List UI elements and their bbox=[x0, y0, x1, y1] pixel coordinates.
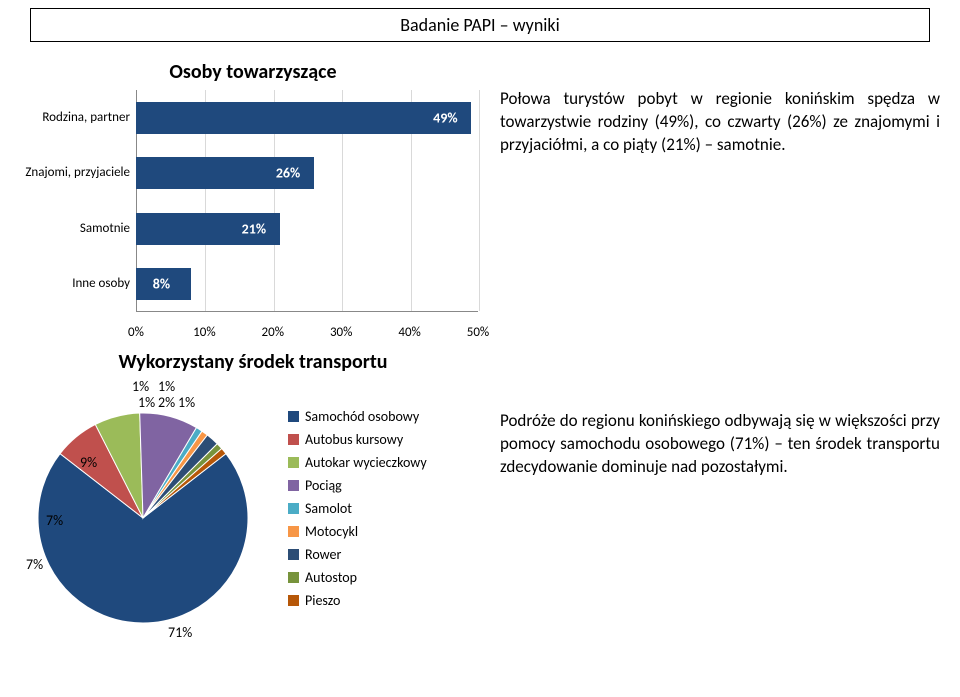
legend-item: Pociąg bbox=[288, 477, 427, 494]
legend-item: Autokar wycieczkowy bbox=[288, 454, 427, 471]
pie-value-label: 7% bbox=[26, 556, 43, 573]
pie-value-label: 1% bbox=[158, 378, 175, 395]
bar-category-label: Znajomi, przyjaciele bbox=[18, 166, 130, 180]
pie-value-label: 2% bbox=[158, 394, 175, 411]
pie-value-label: 9% bbox=[80, 454, 97, 471]
pie-value-label: 1% bbox=[138, 394, 155, 411]
pie-chart-plot: 1%1%1%2%1%9%7%7%71% bbox=[18, 378, 268, 648]
bar-xtick: 50% bbox=[467, 325, 489, 340]
pie-legend: Samochód osobowy Autobus kursowy Autokar w… bbox=[288, 408, 427, 615]
legend-label: Autobus kursowy bbox=[305, 431, 403, 448]
bar-row: Znajomi, przyjaciele 26% bbox=[18, 151, 488, 195]
legend-swatch bbox=[288, 411, 299, 422]
bar-chart-title: Osoby towarzyszące bbox=[18, 60, 488, 84]
legend-label: Rower bbox=[305, 546, 341, 563]
paragraph-1: Połowa turystów pobyt w regionie konińsk… bbox=[500, 88, 940, 157]
legend-label: Autostop bbox=[305, 569, 357, 586]
legend-swatch bbox=[288, 503, 299, 514]
bar-category-label: Rodzina, partner bbox=[18, 111, 130, 125]
legend-item: Autostop bbox=[288, 569, 427, 586]
paragraph-2: Podróże do regionu konińskiego odbywają … bbox=[500, 410, 940, 479]
page-title: Badanie PAPI – wyniki bbox=[400, 14, 559, 36]
legend-label: Samochód osobowy bbox=[305, 408, 419, 425]
pie-value-label: 1% bbox=[132, 378, 149, 395]
legend-item: Samochód osobowy bbox=[288, 408, 427, 425]
bar-category-label: Inne osoby bbox=[18, 277, 130, 291]
legend-swatch bbox=[288, 549, 299, 560]
bar-xtick: 30% bbox=[330, 325, 352, 340]
pie-value-label: 7% bbox=[46, 512, 63, 529]
legend-label: Samolot bbox=[305, 500, 352, 517]
legend-label: Autokar wycieczkowy bbox=[305, 454, 427, 471]
bar-rect bbox=[136, 102, 471, 134]
bar-xtick: 0% bbox=[128, 325, 144, 340]
legend-swatch bbox=[288, 526, 299, 537]
legend-swatch bbox=[288, 457, 299, 468]
bar-row: Samotnie 21% bbox=[18, 207, 488, 251]
bar-xtick: 40% bbox=[398, 325, 420, 340]
pie-value-label: 1% bbox=[178, 394, 195, 411]
bar-category-label: Samotnie bbox=[18, 222, 130, 236]
pie-value-label: 71% bbox=[168, 624, 192, 641]
legend-item: Autobus kursowy bbox=[288, 431, 427, 448]
legend-item: Pieszo bbox=[288, 592, 427, 609]
bar-chart: Osoby towarzyszące 0% 10% 20% 30% 40% 50% Rodz… bbox=[18, 60, 488, 340]
legend-label: Pieszo bbox=[305, 592, 340, 609]
bar-chart-plot: 0% 10% 20% 30% 40% 50% Rodzina, partner 49% Znaj… bbox=[18, 90, 488, 340]
legend-item: Samolot bbox=[288, 500, 427, 517]
legend-item: Motocykl bbox=[288, 523, 427, 540]
bar-value-label: 49% bbox=[433, 109, 457, 126]
legend-label: Pociąg bbox=[305, 477, 342, 494]
bar-xtick: 20% bbox=[262, 325, 284, 340]
bar-xtick: 10% bbox=[193, 325, 215, 340]
legend-swatch bbox=[288, 480, 299, 491]
legend-item: Rower bbox=[288, 546, 427, 563]
bar-row: Rodzina, partner 49% bbox=[18, 96, 488, 140]
legend-swatch bbox=[288, 434, 299, 445]
legend-swatch bbox=[288, 595, 299, 606]
pie-chart-title: Wykorzystany środek transportu bbox=[18, 350, 488, 374]
page-title-box: Badanie PAPI – wyniki bbox=[30, 8, 930, 42]
bar-value-label: 21% bbox=[242, 220, 266, 237]
bar-row: Inne osoby 8% bbox=[18, 262, 488, 306]
legend-label: Motocykl bbox=[305, 523, 358, 540]
bar-value-label: 26% bbox=[276, 165, 300, 182]
bar-value-label: 8% bbox=[153, 276, 170, 293]
pie-chart: Wykorzystany środek transportu 1%1%1%2%1… bbox=[18, 350, 488, 648]
legend-swatch bbox=[288, 572, 299, 583]
